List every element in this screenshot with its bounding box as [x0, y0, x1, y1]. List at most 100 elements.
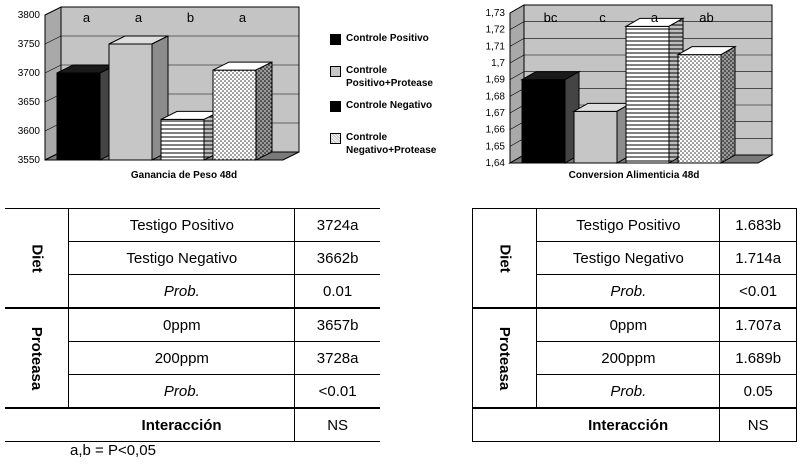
row-value: 0.05: [719, 374, 797, 409]
row-label: Interacción: [536, 408, 721, 442]
y-tick-label: 1,67: [486, 108, 506, 119]
table-row: Testigo Negativo 1.714a: [473, 241, 797, 275]
table-row: Testigo Negativo 3662b: [5, 241, 380, 275]
row-label: Prob.: [536, 374, 721, 409]
bars: [520, 17, 737, 164]
row-value: 3662b: [294, 241, 380, 275]
bar: [212, 69, 257, 161]
gridline: [509, 4, 525, 14]
row-value: 0.01: [294, 274, 380, 309]
row-label: 0ppm: [68, 308, 296, 342]
bar: [677, 54, 722, 164]
feed-conversion-chart: 1,641,651,661,671,681,691,71,711,721,73 …: [486, 4, 774, 181]
y-tick-label: 1,69: [486, 75, 506, 86]
row-label: Testigo Positivo: [536, 208, 721, 242]
row-label: 0ppm: [536, 308, 721, 342]
legend-label: Controle Negativo+Protease: [346, 132, 437, 156]
row-value: 3724a: [294, 208, 380, 242]
y-axis-tick-labels: 1,64 1,65 1,66 1,67 1,68 1,69 1,7 1,71 1,72 1,73: [486, 8, 506, 169]
y-tick-label: 1,65: [486, 141, 506, 152]
bar-side: [255, 61, 273, 161]
row-value: 3657b: [294, 308, 380, 342]
row-label: Prob.: [536, 274, 721, 309]
significance-label: a: [135, 10, 143, 25]
legend-label: Controle Positivo: [346, 33, 429, 44]
y-tick-label: 3550: [18, 155, 41, 166]
table-row: Prob. 0.01: [5, 274, 380, 309]
gridline: [509, 71, 525, 80]
weight-gain-chart: 3550 3600 3650 3700 3750 3800 a a b a Ganancia d…: [18, 6, 300, 181]
bar: [56, 72, 101, 161]
y-tick-label: 1,72: [486, 25, 506, 36]
table-row: Proteasa 0ppm 3657b: [5, 308, 380, 409]
row-value: NS: [747, 416, 769, 434]
legend-swatch-dotted: [330, 133, 341, 144]
gridline: [44, 64, 62, 74]
bar: [108, 43, 153, 161]
bar: [160, 118, 205, 161]
legend-swatch-black: [330, 34, 341, 45]
y-tick-label: 3750: [18, 39, 41, 50]
row-label: Testigo Negativo: [536, 241, 721, 275]
y-tick-label: 1,66: [486, 125, 506, 136]
y-axis-tick-labels: 3550 3600 3650 3700 3750 3800: [18, 10, 41, 166]
row-label: 200ppm: [68, 341, 296, 375]
row-value: 1.714a: [719, 241, 797, 275]
row-value: 3728a: [294, 341, 380, 375]
legend-swatch-stripes: [330, 101, 341, 112]
diet-group-label: Diet: [472, 208, 538, 309]
row-value: NS: [294, 408, 380, 442]
row-label: 200ppm: [536, 341, 721, 375]
bar: [573, 110, 618, 164]
table-row: 200ppm 3728a: [5, 341, 380, 375]
gridline: [44, 35, 62, 45]
feed-conversion-table: Diet Testigo Positivo 1.683b Testigo Neg…: [472, 208, 797, 442]
significance-label: ab: [699, 10, 713, 25]
table-row: Prob. <0.01: [5, 374, 380, 409]
y-tick-label: 1,71: [486, 41, 506, 52]
protease-group-label: Proteasa: [5, 308, 70, 409]
row-label: Interacción: [68, 408, 296, 442]
table-row: Interacción NS: [5, 408, 380, 442]
significance-label: a: [83, 10, 91, 25]
protease-group-label: Proteasa: [472, 308, 538, 409]
table-row: 200ppm 1.689b: [473, 341, 797, 375]
bars: [56, 35, 273, 161]
table-row: Diet Testigo Positivo 1.683b: [472, 208, 797, 309]
significance-labels: bc c a ab: [544, 10, 714, 25]
y-tick-label: 3650: [18, 97, 41, 108]
gridline: [509, 21, 525, 30]
bar: [521, 79, 566, 164]
table-row: Proteasa 0ppm 1.707a: [472, 308, 797, 409]
diet-group-label: Diet: [5, 208, 70, 309]
y-tick-label: 1,64: [486, 158, 506, 169]
bar: [625, 25, 670, 164]
row-label: Prob.: [68, 274, 296, 309]
row-value: <0.01: [294, 374, 380, 409]
significance-label: a: [651, 10, 659, 25]
chart-title: Conversion Alimenticia 48d: [569, 170, 700, 181]
gridline: [509, 54, 525, 64]
table-row: Prob. 0.05: [473, 374, 797, 409]
row-label: Prob.: [68, 374, 296, 409]
row-value: 1.689b: [719, 341, 797, 375]
table-row: Prob. <0.01: [473, 274, 797, 309]
table-row: Diet Testigo Positivo 3724a: [5, 208, 380, 309]
y-tick-label: 1,73: [486, 8, 506, 19]
row-value: 1.707a: [719, 308, 797, 342]
y-tick-label: 1,68: [486, 91, 506, 102]
significance-label: b: [187, 10, 194, 25]
row-label: Testigo Negativo: [68, 241, 296, 275]
row-label: Testigo Positivo: [68, 208, 296, 242]
chart-title: Ganancia de Peso 48d: [131, 170, 237, 181]
y-tick-label: 3800: [18, 10, 41, 21]
significance-label: a: [239, 10, 247, 25]
legend-label: Controle Positivo+Protease: [346, 65, 433, 89]
gridline: [509, 38, 525, 47]
bar-side: [720, 45, 736, 164]
gridline: [44, 6, 62, 16]
legend-swatch-grey: [330, 66, 341, 77]
row-value: 1.683b: [719, 208, 797, 242]
legend-label: Controle Negativo: [346, 100, 433, 111]
